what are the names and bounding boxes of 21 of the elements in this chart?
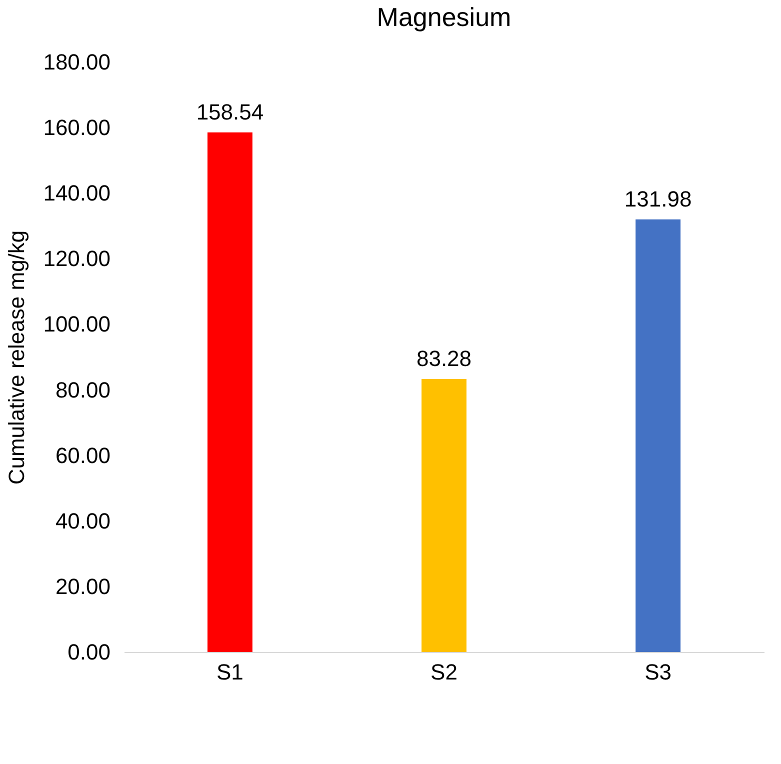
x-tick-label: S1 bbox=[216, 660, 244, 684]
y-tick-label: 80.00 bbox=[55, 377, 110, 402]
chart-title: Magnesium bbox=[376, 2, 512, 32]
x-tick-label: S3 bbox=[644, 660, 672, 684]
bar bbox=[422, 379, 466, 652]
y-tick-label: 60.00 bbox=[55, 442, 110, 468]
data-label: 83.28 bbox=[416, 346, 472, 372]
y-tick-label: 120.00 bbox=[43, 246, 110, 272]
y-tick-label: 0.00 bbox=[68, 640, 110, 664]
y-tick-label: 40.00 bbox=[55, 508, 110, 534]
bar bbox=[207, 132, 252, 652]
y-tick-label: 20.00 bbox=[55, 574, 110, 599]
y-tick-label: 180.00 bbox=[43, 50, 110, 74]
bar bbox=[636, 219, 681, 652]
x-tick-label: S2 bbox=[430, 660, 458, 684]
data-label: 158.54 bbox=[196, 99, 264, 124]
y-tick-label: 100.00 bbox=[43, 312, 110, 337]
data-label: 131.98 bbox=[624, 186, 692, 212]
y-tick-label: 140.00 bbox=[43, 180, 110, 206]
y-tick-label: 160.00 bbox=[43, 115, 110, 140]
y-axis-title: Cumulative release mg/kg bbox=[4, 230, 30, 485]
